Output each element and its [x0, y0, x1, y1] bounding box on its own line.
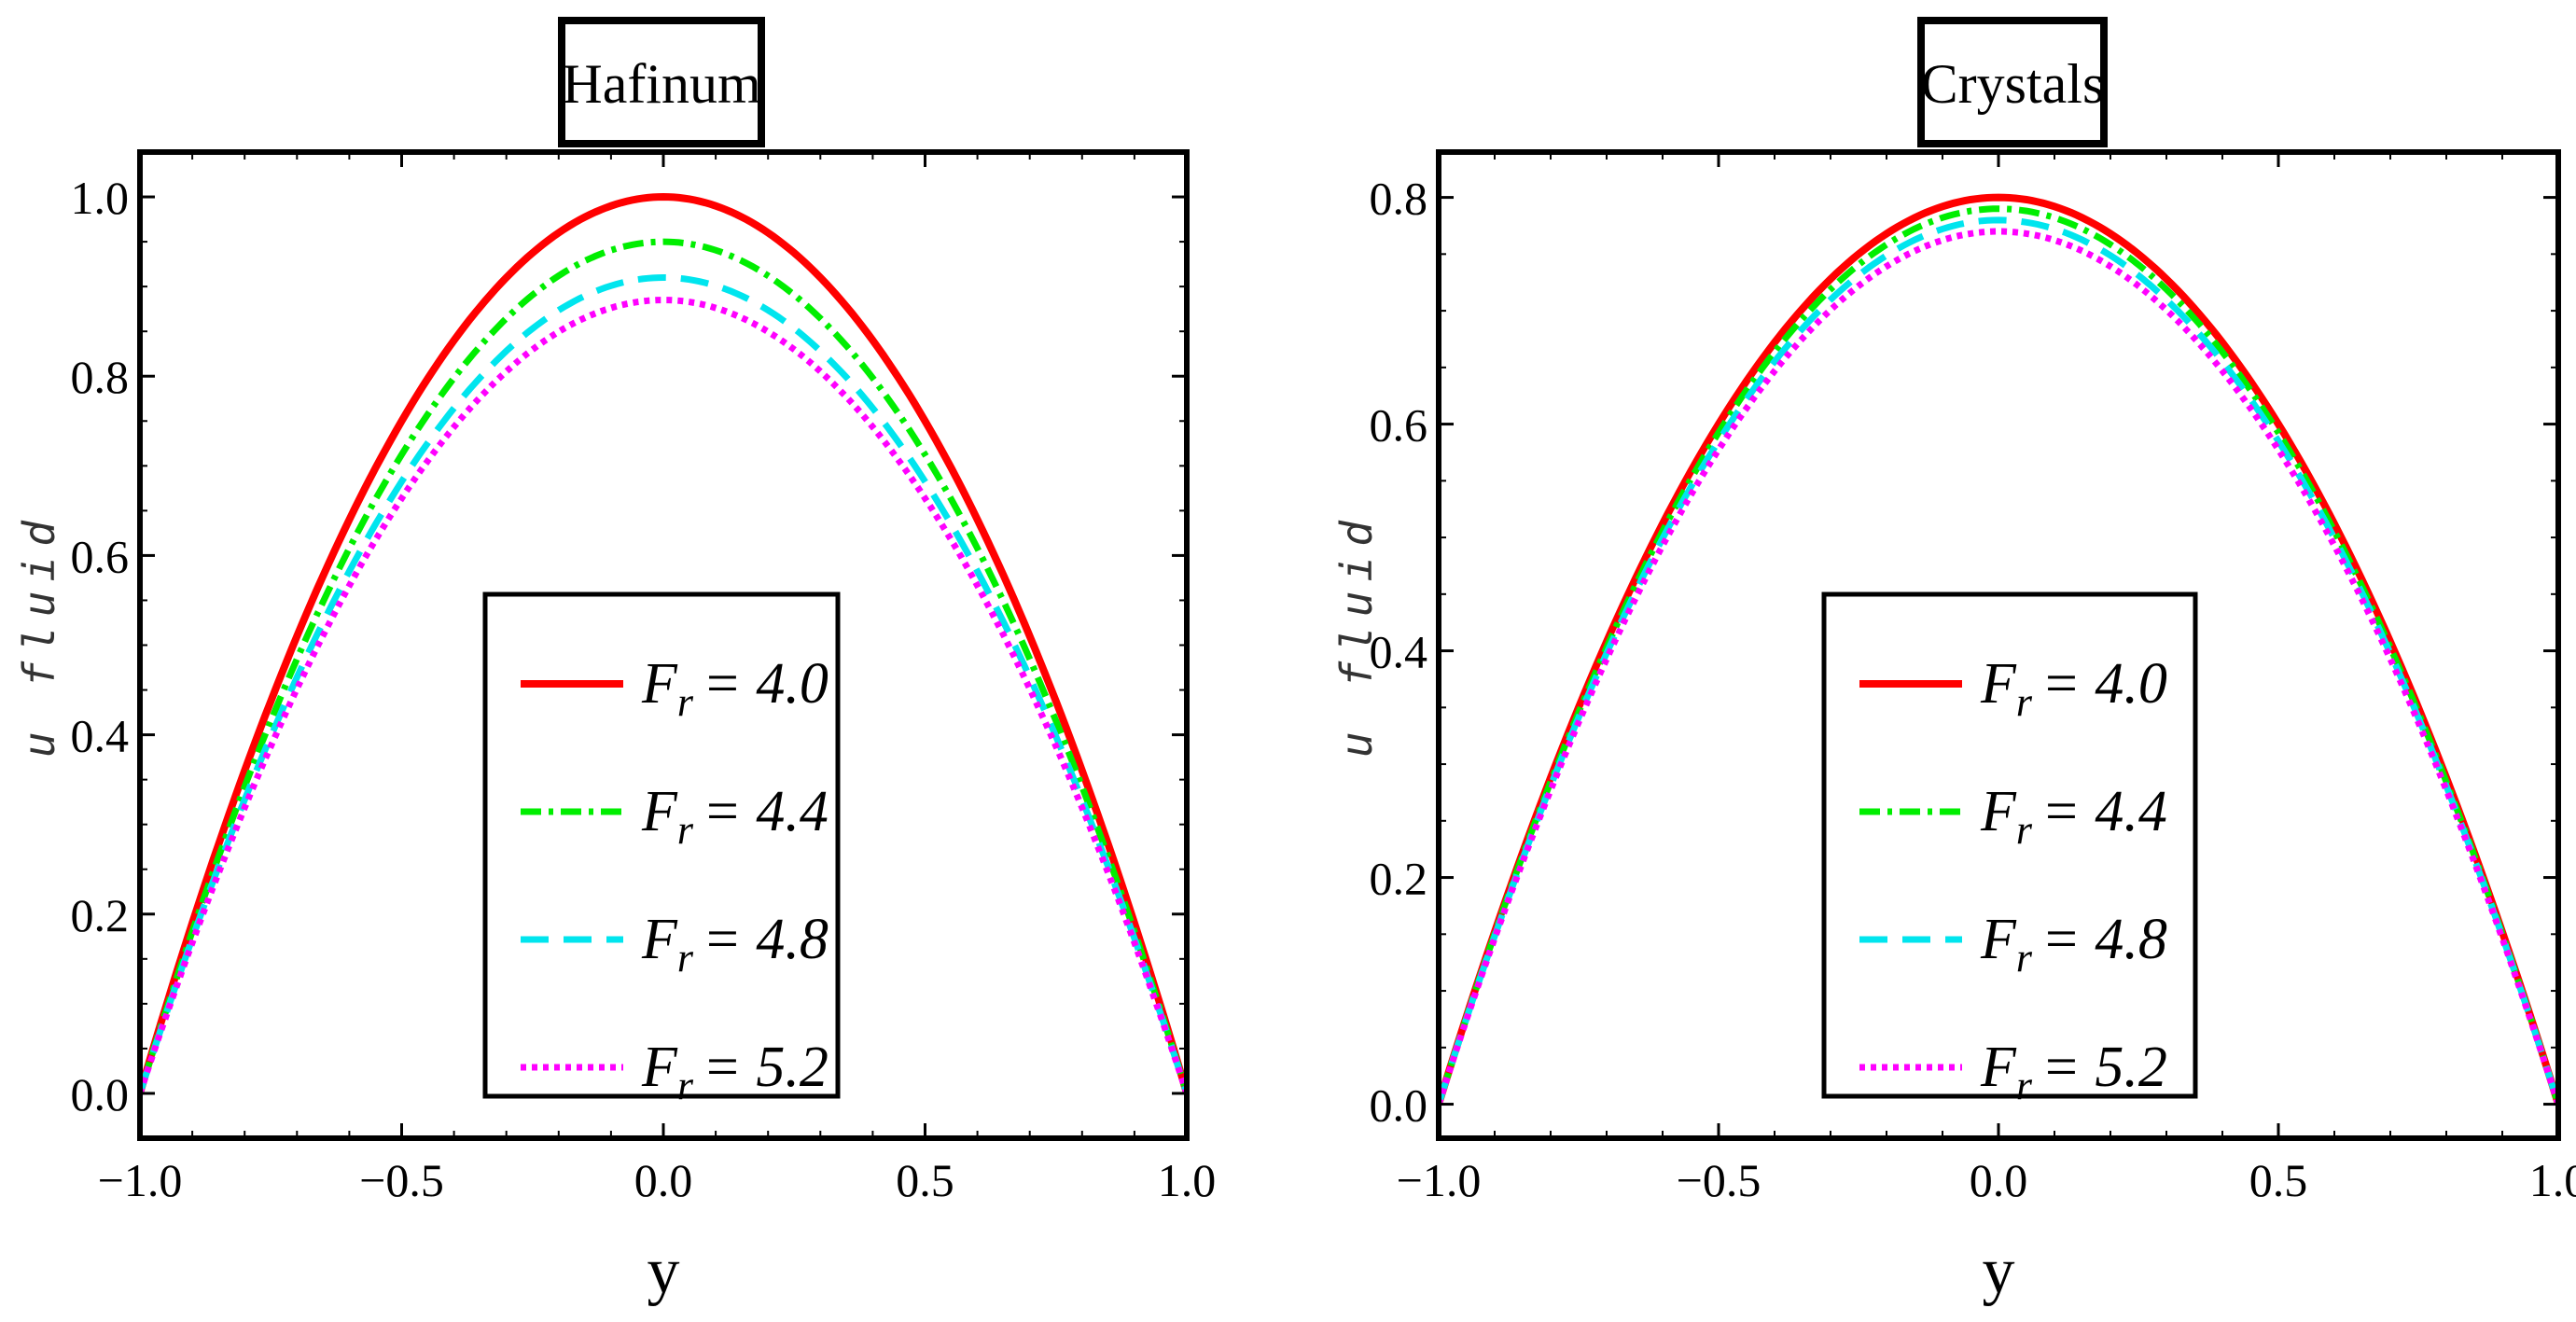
y-tick-label: 1.0 [71, 172, 130, 224]
title-box [558, 17, 765, 147]
panel-2: Crystals −1.0 −0.5 0.0 0.5 1.0 0.0 0.2 0.4 0.6 0.8… [1331, 17, 2576, 1307]
series-group [140, 192, 1187, 1095]
legend-label-2: Fr = 4.4 [1980, 780, 2167, 853]
chart-title: Crystals [1921, 53, 2105, 115]
y-tick-label: 0.6 [71, 530, 130, 582]
y-axis-title: u fluid [1331, 511, 1382, 758]
y-tick-label: 0.4 [71, 710, 130, 762]
series-line-4 [140, 297, 1187, 1095]
y-tick-label: 0.0 [1370, 1079, 1428, 1132]
legend-label-2: Fr = 4.4 [641, 780, 828, 853]
x-tick-label: 1.0 [2529, 1154, 2576, 1206]
x-tick-label: 0.0 [634, 1154, 693, 1206]
x-tick-label: −0.5 [359, 1154, 444, 1206]
series-line-3 [1439, 216, 2558, 1106]
legend-label-1: Fr = 4.0 [641, 652, 828, 725]
y-tick-label: 0.8 [1370, 173, 1428, 225]
x-tick-label: −1.0 [98, 1154, 183, 1206]
x-tick-label: −0.5 [1677, 1154, 1761, 1206]
chart-title: Hafinum [562, 53, 760, 115]
legend: Fr = 4.0 Fr = 4.4 Fr = 4.8 Fr = 5.2 [1821, 591, 2198, 1108]
series-line-2 [140, 238, 1187, 1095]
y-tick-label: 0.6 [1370, 399, 1428, 452]
panel-1: Hafinum −1.0 −0.5 0.0 0.5 1.0 0.0 0.2 0.4 0.6 0.8 1… [14, 17, 1217, 1307]
y-tick-label: 0.4 [1370, 626, 1428, 678]
legend: Fr = 4.0 Fr = 4.4 Fr = 4.8 Fr = 5.2 [482, 591, 841, 1108]
y-axis-title: u fluid [14, 511, 64, 758]
x-tick-label: 0.5 [2249, 1154, 2308, 1206]
y-tick-label: 0.2 [1370, 853, 1428, 905]
x-tick-label: 0.0 [1970, 1154, 2028, 1206]
series-line-1 [140, 192, 1187, 1095]
legend-label-4: Fr = 5.2 [641, 1036, 828, 1108]
legend-box [482, 591, 841, 1099]
y-tick-label: 0.8 [71, 351, 130, 403]
series-group [1439, 193, 2558, 1106]
y-tick-label: 0.2 [71, 889, 130, 941]
x-tick-label: 1.0 [1158, 1154, 1217, 1206]
x-tick-label: 0.5 [896, 1154, 954, 1206]
x-axis-title: y [647, 1235, 680, 1307]
legend-label-1: Fr = 4.0 [1980, 652, 2167, 725]
legend-label-3: Fr = 4.8 [641, 908, 828, 981]
y-tick-label: 0.0 [71, 1068, 130, 1120]
legend-box [1821, 591, 2198, 1099]
title-box [1917, 17, 2108, 147]
x-axis-title: y [1983, 1235, 2015, 1307]
series-line-3 [140, 273, 1187, 1095]
x-tick-label: −1.0 [1397, 1154, 1482, 1206]
legend-label-4: Fr = 5.2 [1980, 1036, 2167, 1108]
series-line-4 [1439, 228, 2558, 1106]
legend-label-3: Fr = 4.8 [1980, 908, 2167, 981]
